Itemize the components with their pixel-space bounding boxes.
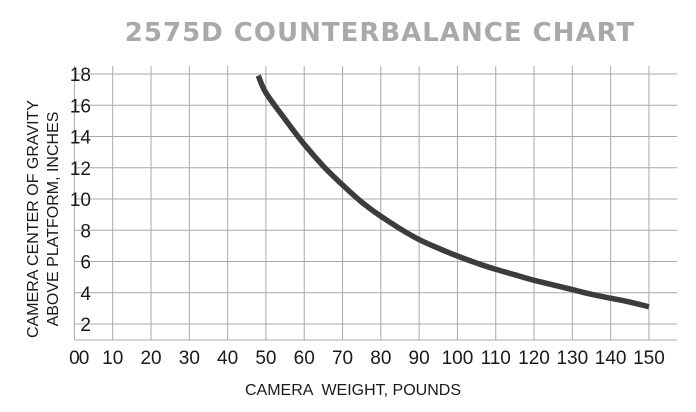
y-tick-label-2: 2 <box>80 315 91 336</box>
y-tick-label-10: 10 <box>70 190 91 211</box>
y-axis-label-line-1: CAMERA CENTER OF GRAVITY <box>25 100 42 338</box>
y-zero-label: 0 <box>79 348 90 369</box>
x-tick-label-120: 120 <box>518 348 550 369</box>
plot-grid <box>73 66 677 341</box>
x-tick-label-10: 10 <box>102 348 123 369</box>
x-tick-label-80: 80 <box>370 348 391 369</box>
y-tick-label-4: 4 <box>80 284 91 305</box>
series-layer <box>255 74 650 310</box>
x-tick-label-90: 90 <box>409 348 430 369</box>
tick-labels: 0 10 20 30 40 50 60 70 80 90 100 110 120 130 140 150246… <box>69 65 665 369</box>
x-tick-label-110: 110 <box>481 348 511 369</box>
chart-title: 2575D COUNTERBALANCE CHART <box>125 18 635 48</box>
x-tick-label-60: 60 <box>294 348 315 369</box>
y-tick-label-18: 18 <box>70 65 91 86</box>
x-tick-label-20: 20 <box>140 348 161 369</box>
x-axis-label: CAMERA WEIGHT, POUNDS <box>245 382 461 399</box>
y-tick-label-8: 8 <box>80 221 91 242</box>
x-tick-label-30: 30 <box>179 348 200 369</box>
y-tick-label-16: 16 <box>70 96 91 117</box>
y-tick-label-6: 6 <box>80 253 91 274</box>
x-tick-label-70: 70 <box>332 348 353 369</box>
x-tick-label-50: 50 <box>255 348 276 369</box>
x-tick-label-100: 100 <box>442 348 474 369</box>
y-axis-label-line-2: ABOVE PLATFORM, INCHES <box>45 112 62 327</box>
x-tick-label-0: 0 <box>69 348 80 369</box>
x-tick-label-130: 130 <box>556 348 588 369</box>
y-tick-label-14: 14 <box>70 128 92 149</box>
series-line-0 <box>255 74 650 310</box>
y-axis-label: CAMERA CENTER OF GRAVITY ABOVE PLATFORM,… <box>25 100 62 338</box>
y-tick-label-12: 12 <box>70 159 91 180</box>
x-tick-label-140: 140 <box>595 348 627 369</box>
x-tick-label-40: 40 <box>217 348 238 369</box>
x-tick-label-150: 150 <box>633 348 665 369</box>
